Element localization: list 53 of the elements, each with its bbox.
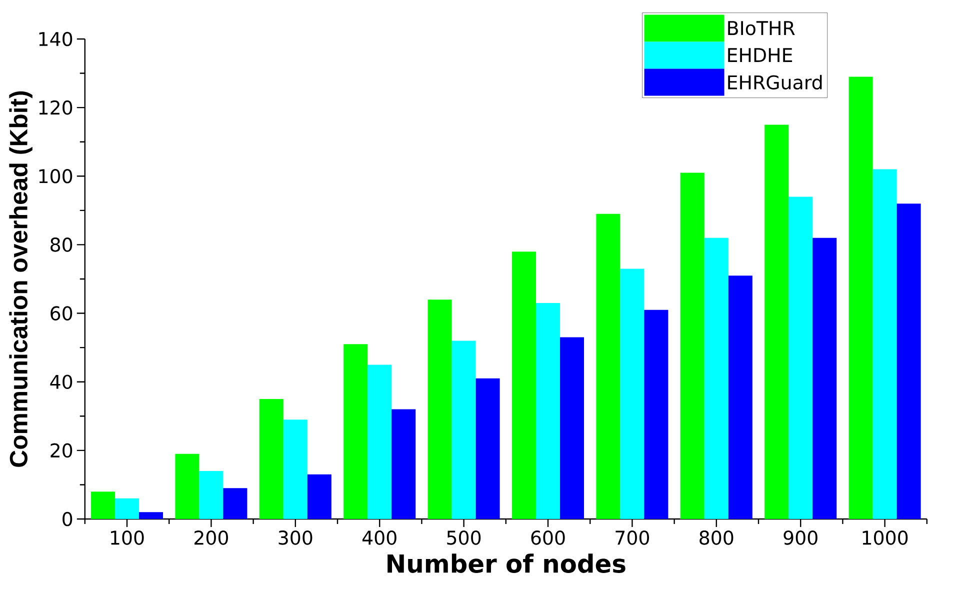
x-tick-label: 600 <box>531 530 565 545</box>
bar <box>175 454 200 519</box>
y-tick-label: 100 <box>39 168 72 184</box>
x-tick-label: 1000 <box>862 530 908 545</box>
bar <box>848 76 873 519</box>
y-tick-label: 120 <box>39 100 72 115</box>
legend-label: BIoTHR <box>728 21 795 36</box>
bar <box>620 268 644 519</box>
x-tick-label: 100 <box>111 530 144 545</box>
legend-label: EHDHE <box>728 48 792 62</box>
bar <box>91 492 115 519</box>
bar <box>764 124 789 519</box>
bar <box>704 238 728 519</box>
bar <box>872 169 897 519</box>
bar <box>812 238 837 519</box>
x-axis-title: Number of nodes <box>388 554 626 573</box>
bar <box>223 488 248 519</box>
bar <box>283 420 308 519</box>
y-tick-label: 0 <box>62 512 72 526</box>
x-tick-label: 500 <box>447 530 481 545</box>
bar <box>788 196 813 519</box>
x-tick-label: 300 <box>278 530 312 545</box>
x-tick-label: 800 <box>700 530 734 545</box>
bar <box>680 172 704 519</box>
bar <box>307 474 332 519</box>
x-tick-label: 200 <box>194 530 228 545</box>
bar <box>596 214 620 519</box>
x-tick-label: 900 <box>784 530 818 545</box>
bar <box>392 409 416 519</box>
y-tick-label: 80 <box>50 238 72 252</box>
bar <box>199 471 224 519</box>
y-tick-label: 20 <box>50 443 72 458</box>
x-tick-label: 400 <box>362 530 396 545</box>
bar <box>115 498 139 519</box>
bar <box>512 252 536 519</box>
x-tick-label: 700 <box>616 530 649 545</box>
y-tick-label: 140 <box>39 32 72 46</box>
bar <box>536 302 560 519</box>
bar <box>728 276 752 519</box>
legend-label: EHRGuard <box>728 74 822 90</box>
bar <box>452 340 476 519</box>
y-tick-label: 40 <box>50 374 72 390</box>
bar <box>896 204 921 519</box>
y-axis-title: Communication overhead (Kbit) <box>9 91 32 467</box>
bar <box>428 300 452 519</box>
bar <box>259 399 284 519</box>
bar <box>368 364 392 519</box>
y-tick-label: 60 <box>50 306 72 320</box>
bar <box>139 512 163 519</box>
bar <box>344 344 368 519</box>
bar <box>560 337 584 519</box>
bar <box>644 310 668 519</box>
bar <box>476 378 500 519</box>
